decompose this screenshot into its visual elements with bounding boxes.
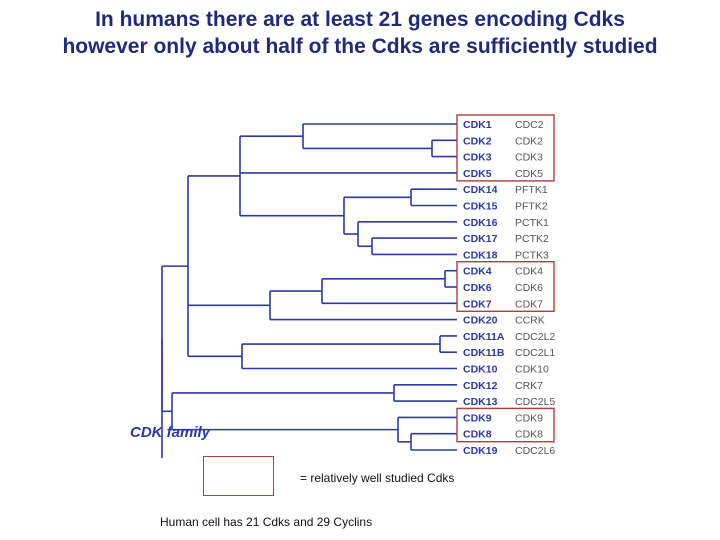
cdk-name-label: CDK4 <box>463 266 492 278</box>
cdk-alias-label: PFTK2 <box>515 201 548 213</box>
cdk-alias-label: CDK4 <box>515 266 543 278</box>
cdk-name-label: CDK11A <box>463 331 505 343</box>
title-line-2: however only about half of the Cdks are … <box>62 35 658 58</box>
cdk-alias-label: PCTK2 <box>515 233 549 245</box>
well-studied-highlight-box <box>456 261 555 313</box>
cdk-alias-label: CRK7 <box>515 380 543 392</box>
cdk-name-label: CDK19 <box>463 445 498 457</box>
cdk-alias-label: CCRK <box>515 315 545 327</box>
cdk-alias-label: CDC2L1 <box>515 347 555 359</box>
cdk-alias-label: CDK8 <box>515 429 543 441</box>
cdk-alias-label: CDC2L6 <box>515 445 555 457</box>
footnote: Human cell has 21 Cdks and 29 Cyclins <box>160 515 373 529</box>
cdk-alias-label: CDK7 <box>515 298 543 310</box>
tree-leaf-labels: CDK1 CDC2 CDK2 CDK2 CDK3 CDK3 CDK5 CDK5 CDK14 PFT… <box>463 119 555 457</box>
cdk-alias-label: CDK5 <box>515 168 543 180</box>
cdk-family-label: CDK family <box>130 424 211 441</box>
cdk-name-label: CDK12 <box>463 380 498 392</box>
cdk-name-label: CDK18 <box>463 249 498 261</box>
title-line-1: In humans there are at least 21 genes en… <box>95 8 625 31</box>
cdk-alias-label: CDK9 <box>515 412 543 424</box>
well-studied-highlight-box <box>456 407 555 443</box>
cdk-name-label: CDK9 <box>463 412 492 424</box>
cdk-name-label: CDK11B <box>463 347 505 359</box>
tree-branches <box>161 123 457 458</box>
cdk-name-label: CDK6 <box>463 282 492 294</box>
cdk-alias-label: CDK2 <box>515 135 543 147</box>
cdk-name-label: CDK13 <box>463 396 498 408</box>
cdk-alias-label: CDK10 <box>515 364 549 376</box>
legend-text: = relatively well studied Cdks <box>300 471 455 485</box>
legend-swatch <box>203 456 274 496</box>
cdk-alias-label: PFTK1 <box>515 184 548 196</box>
well-studied-highlight-box <box>456 114 555 182</box>
cdk-name-label: CDK14 <box>463 184 498 196</box>
cdk-name-label: CDK17 <box>463 233 498 245</box>
highlight-boxes <box>456 114 555 443</box>
cdk-alias-label: CDC2 <box>515 119 544 131</box>
cdk-name-label: CDK16 <box>463 217 498 229</box>
cdk-alias-label: PCTK1 <box>515 217 549 229</box>
cdk-name-label: CDK2 <box>463 135 492 147</box>
cdk-name-label: CDK20 <box>463 315 498 327</box>
cdk-alias-label: CDC2L2 <box>515 331 555 343</box>
cdk-name-label: CDK5 <box>463 168 492 180</box>
cdk-alias-label: PCTK3 <box>515 249 549 261</box>
cdk-name-label: CDK7 <box>463 298 492 310</box>
cdk-alias-label: CDK3 <box>515 152 543 164</box>
cdk-alias-label: CDC2L5 <box>515 396 555 408</box>
cdk-alias-label: CDK6 <box>515 282 543 294</box>
cdk-name-label: CDK10 <box>463 364 498 376</box>
cdk-name-label: CDK3 <box>463 152 492 164</box>
cdk-name-label: CDK8 <box>463 429 492 441</box>
cdk-name-label: CDK15 <box>463 201 498 213</box>
slide-title: In humans there are at least 21 genes en… <box>0 6 720 60</box>
cdk-name-label: CDK1 <box>463 119 492 131</box>
